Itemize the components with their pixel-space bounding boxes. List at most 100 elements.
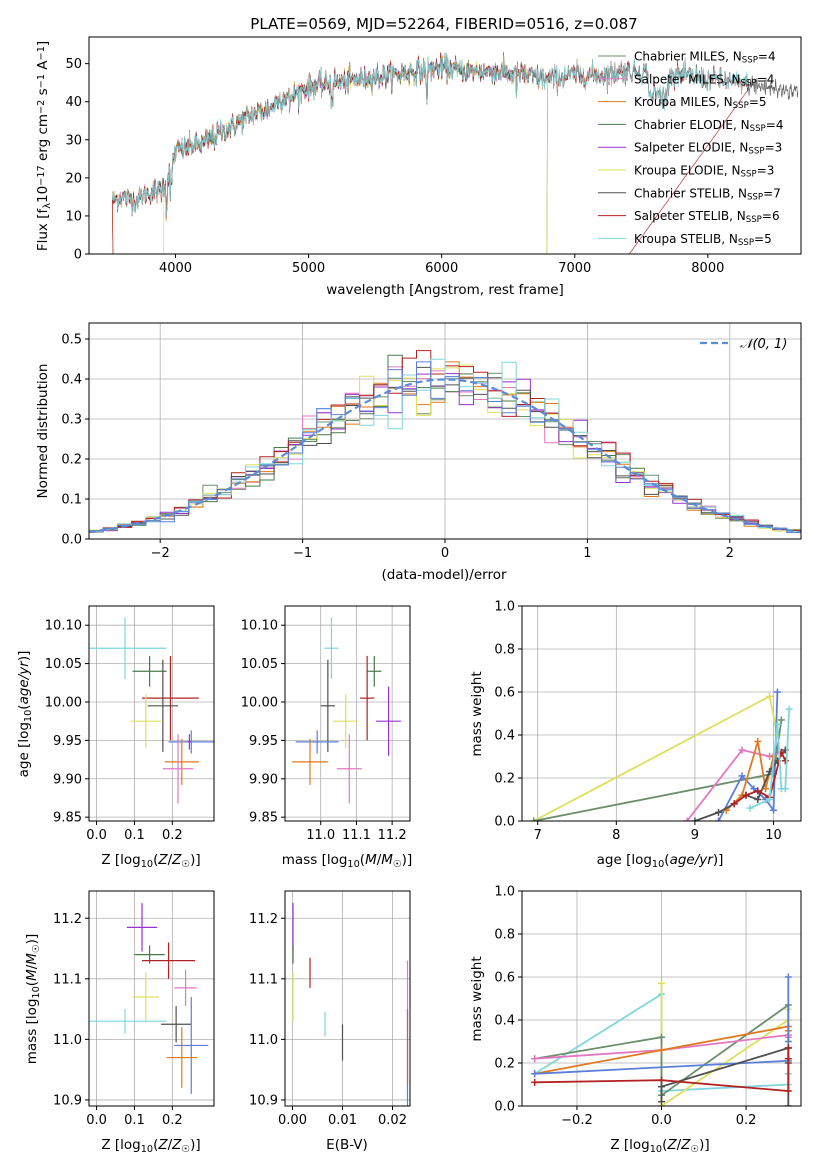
y-tick-label: 0.2 [494,772,515,787]
y-axis-label: mass [log10(M/M☉)] [24,934,42,1064]
label-part: / [677,1137,682,1153]
x-tick-label: 4000 [159,261,192,276]
axes-frame [88,605,215,822]
label-part: Z [680,1137,691,1153]
x-axis-label: wavelength [Angstrom, rest frame] [326,282,564,298]
label-part: −2 [36,100,47,114]
label-part: −17 [36,165,47,186]
label-part: )] [190,1137,201,1153]
spectrum-panel: 4000 5000 6000 7000 8000 0 10 20 30 40 50 PLATE=056… [35,15,802,298]
x-tick-label: 0.00 [278,1113,307,1128]
x-tick-label: 5000 [292,261,325,276]
data-point [174,996,209,1094]
label-part: )] [699,1137,710,1153]
data-point [295,730,339,754]
x-tick-label: −2 [151,546,170,561]
data-point [292,738,328,785]
plot-area [89,617,214,804]
y-tick-label: 10.9 [249,1093,278,1108]
x-axis-label: Z [log10(Z/Z☉)] [610,1137,709,1155]
weight-series [746,705,793,812]
weight-series [683,746,785,821]
label-part: Z [log [101,852,140,868]
x-tick-label: 2 [726,546,734,561]
y-tick-label: 1.0 [494,600,515,615]
label-part: 10 [23,710,34,722]
plot-area [292,617,402,804]
weight-series [658,1044,792,1106]
label-part: / [377,852,382,868]
plot-area [530,688,793,821]
data-point [174,969,197,1007]
label-part: ( [153,852,158,868]
y-tick-label: 9.90 [249,772,278,787]
label-part: 10 [35,186,51,203]
label-part: ☉ [690,1144,699,1155]
label-part: SSP [750,124,766,134]
legend-label: Salpeter MILES, NSSP=4 [634,72,774,88]
label-part: age/yr [670,852,715,868]
plot-area [111,51,799,254]
x-tick-label: −0.2 [561,1113,593,1128]
mass-weight-vs-metallicity-panel: −0.2 0.0 0.20.00.20.40.60.81.0Z [log10(Z/Z… [469,885,802,1155]
plot-area [292,903,409,1106]
label-part: mass [log [282,852,348,868]
label-part: Chabrier ELODIE, N [634,118,750,132]
data-point [132,655,167,687]
label-part: Z [log [101,1137,140,1153]
label-part: Z [157,852,168,868]
label-part: SSP [733,101,749,111]
weight-line [749,709,791,809]
label-part: SSP [741,79,757,89]
axes-frame [521,605,802,822]
data-point [126,903,158,952]
label-part: SSP [738,238,754,248]
label-part: Salpeter STELIB, N [634,209,746,223]
label-part: ☉ [181,1144,190,1155]
y-tick-label: 11.1 [53,972,82,987]
y-tick-label: 11.0 [53,1033,82,1048]
legend-label: Chabrier STELIB, NSSP=7 [634,186,781,202]
axes-frame [88,890,215,1107]
histogram-steps [89,361,801,534]
label-part: s [35,88,51,99]
x-tick-label: 11.1 [342,828,371,843]
x-tick-label: 0.1 [124,828,145,843]
y-tick-label: 9.95 [53,734,82,749]
label-part: M [24,969,40,981]
label-part: )] [16,651,32,662]
x-tick-label: 11.0 [306,828,335,843]
label-part: erg cm [35,114,51,165]
label-part: / [168,852,173,868]
axes-frame [284,890,411,1107]
y-tick-label: 0.2 [61,453,82,468]
x-tick-label: 0.02 [378,1113,407,1128]
label-part: age/yr [16,660,32,705]
label-part: λ [42,203,53,209]
label-part: =4 [758,50,776,64]
data-point [360,655,375,741]
weight-series [530,692,781,821]
data-point [89,1009,167,1034]
spectrum-line [111,52,628,254]
y-axis-label: Normed distribution [35,364,51,499]
y-tick-label: 10.00 [45,695,82,710]
weight-line [660,1046,790,1106]
gaussian-reference-curve [89,378,801,534]
legend-label: Chabrier ELODIE, NSSP=4 [634,118,783,134]
label-part: age [log [597,852,652,868]
y-tick-label: 9.85 [249,811,278,826]
y-tick-label: 20 [65,171,82,186]
y-tick-label: 40 [65,95,82,110]
data-point [324,617,339,679]
label-part: 10 [141,1144,153,1155]
label-part: age [log [16,722,32,777]
data-point [187,734,192,750]
label-part: SSP [747,193,763,203]
label-part: ☉ [31,944,42,953]
data-point [166,1027,197,1088]
x-axis-label: (data-model)/error [381,567,507,583]
x-tick-label: 0.2 [162,828,183,843]
label-part: ( [16,704,32,709]
